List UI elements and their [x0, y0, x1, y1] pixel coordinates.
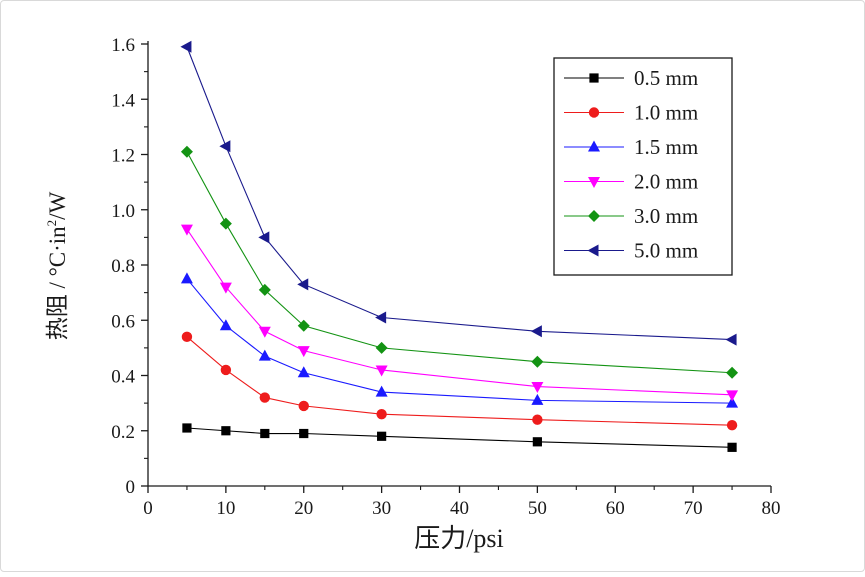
- x-tick-label: 70: [684, 498, 703, 519]
- axes: 0 10 20 30 40 50 60 70 80 0 0.2 0.4 0.6 0.8 1.0 1.2 1.4 1…: [111, 35, 780, 519]
- data-point-s5-p1: [219, 140, 231, 153]
- data-point-s4-p4: [375, 341, 388, 354]
- data-point-s0-p2: [260, 428, 270, 439]
- x-tick-label: 80: [762, 498, 781, 519]
- y-tick-label: 0.4: [111, 367, 135, 388]
- x-tick-label: 60: [606, 498, 625, 519]
- data-point-s2-p1: [219, 319, 232, 331]
- data-point-s1-p1: [220, 364, 232, 376]
- legend-marker-5: [587, 244, 599, 257]
- data-point-s3-p0: [180, 224, 193, 236]
- data-point-s4-p2: [258, 283, 271, 296]
- legend-label-2: 1.5 mm: [634, 135, 698, 159]
- data-point-s0-p0: [182, 423, 192, 433]
- y-axis-label-main: 热阻 / °C·in: [45, 226, 70, 340]
- data-point-s1-p6: [726, 420, 738, 431]
- x-tick-label: 10: [216, 498, 235, 519]
- data-point-s2-p6: [726, 396, 739, 408]
- data-point-s3-p5: [531, 382, 544, 394]
- data-point-s5-p6: [725, 333, 737, 346]
- y-tick-label: 0.2: [111, 422, 135, 443]
- y-tick-label: 1.0: [111, 201, 135, 222]
- data-point-s2-p0: [180, 272, 193, 284]
- data-point-s5-p5: [530, 325, 542, 338]
- data-point-s2-p3: [297, 366, 310, 378]
- legend: 0.5 mm 1.0 mm 1.5 mm 2.0 mm 3.0 mm 5.0 mm: [553, 57, 733, 276]
- data-point-s3-p4: [375, 365, 388, 377]
- data-point-s4-p1: [219, 217, 232, 230]
- legend-label-4: 3.0 mm: [634, 204, 698, 228]
- series-markers: [180, 40, 739, 452]
- data-point-s1-p4: [376, 408, 387, 420]
- x-tick-label: 0: [143, 498, 153, 519]
- legend-label-3: 2.0 mm: [634, 170, 698, 194]
- legend-marker-2: [588, 140, 600, 152]
- data-point-s2-p4: [375, 385, 388, 397]
- data-point-s0-p5: [532, 437, 542, 447]
- y-axis-label-tail: /W: [45, 191, 70, 219]
- legend-box: [553, 57, 733, 276]
- legend-label-5: 5.0 mm: [634, 239, 698, 263]
- y-tick-label: 1.2: [111, 146, 135, 167]
- legend-marker-4: [588, 210, 600, 222]
- data-point-s2-p2: [258, 349, 271, 361]
- y-axis-label: 热阻 / °C·in2/W: [44, 191, 70, 340]
- legend-label-1: 1.0 mm: [634, 101, 698, 125]
- x-axis-label: 压力/psi: [414, 524, 504, 553]
- data-point-s5-p2: [258, 231, 270, 244]
- data-point-s0-p3: [299, 428, 309, 439]
- x-tick-label: 30: [372, 498, 391, 519]
- data-point-s1-p3: [298, 400, 309, 412]
- data-point-s0-p4: [377, 431, 387, 441]
- data-point-s4-p5: [531, 355, 544, 368]
- series-line-1: [186, 336, 733, 426]
- data-point-s1-p2: [259, 392, 271, 403]
- data-point-s4-p3: [297, 319, 310, 332]
- data-point-s5-p0: [180, 40, 192, 53]
- series-line-2: [186, 278, 733, 404]
- data-point-s4-p0: [180, 145, 193, 158]
- legend-marker-1: [588, 107, 600, 118]
- data-point-s3-p6: [726, 390, 739, 402]
- data-point-s3-p3: [297, 346, 310, 358]
- data-point-s2-p5: [531, 393, 544, 405]
- y-tick-label: 1.6: [111, 35, 135, 56]
- data-point-s1-p5: [532, 414, 543, 425]
- data-point-s3-p2: [258, 326, 271, 338]
- x-tick-label: 40: [450, 498, 469, 519]
- y-axis-label-sup: 2: [44, 220, 59, 227]
- y-tick-label: 1.4: [111, 90, 135, 111]
- legend-marker-3: [588, 177, 600, 188]
- data-point-s1-p0: [181, 331, 193, 343]
- data-point-s4-p6: [726, 366, 739, 379]
- legend-marker-0: [589, 73, 599, 83]
- legend-label-0: 0.5 mm: [634, 66, 698, 90]
- y-tick-label: 0.8: [111, 256, 135, 277]
- y-tick-label: 0.6: [111, 311, 135, 332]
- data-point-s5-p3: [297, 278, 309, 291]
- x-tick-label: 50: [528, 498, 547, 519]
- x-tick-label: 20: [294, 498, 313, 519]
- y-tick-label: 0: [126, 477, 136, 498]
- data-point-s3-p1: [219, 282, 232, 294]
- data-point-s0-p6: [727, 442, 737, 452]
- data-point-s0-p1: [221, 426, 231, 436]
- data-point-s5-p4: [375, 311, 387, 324]
